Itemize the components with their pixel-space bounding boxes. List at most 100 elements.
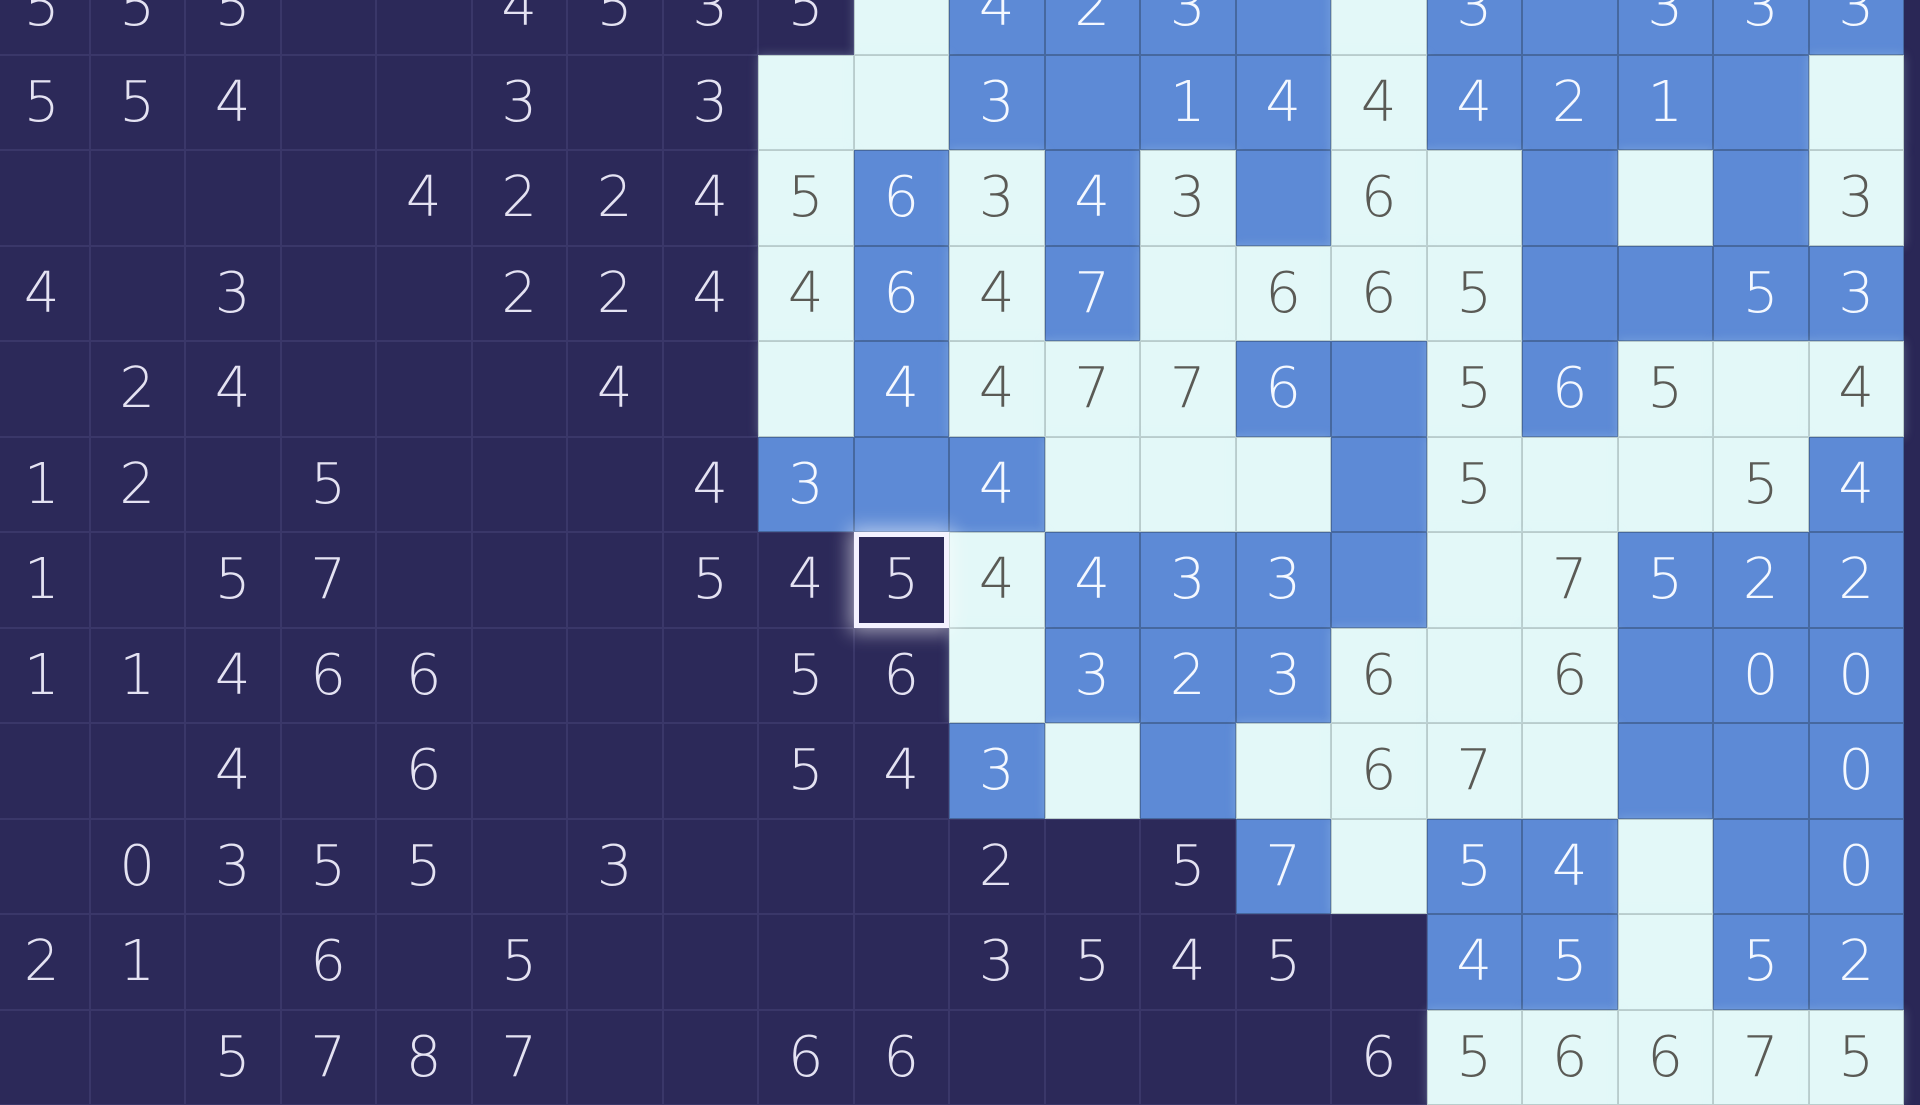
filled-cell[interactable]: [1618, 628, 1714, 724]
filled-cell[interactable]: 4: [949, 0, 1045, 55]
unrevealed-cell[interactable]: [0, 723, 90, 819]
unrevealed-cell[interactable]: [185, 437, 281, 533]
unrevealed-cell[interactable]: [854, 819, 950, 915]
filled-cell[interactable]: [1331, 437, 1427, 533]
unrevealed-cell[interactable]: [185, 914, 281, 1010]
unrevealed-cell[interactable]: [567, 1010, 663, 1105]
empty-cell[interactable]: 4: [1809, 341, 1905, 437]
empty-cell[interactable]: 4: [949, 532, 1045, 628]
empty-cell[interactable]: 4: [758, 246, 854, 342]
unrevealed-cell[interactable]: [90, 1010, 186, 1105]
filled-cell[interactable]: [1140, 723, 1236, 819]
filled-cell[interactable]: 3: [758, 437, 854, 533]
unrevealed-cell[interactable]: [376, 532, 472, 628]
filled-cell[interactable]: 3: [1713, 0, 1809, 55]
unrevealed-cell[interactable]: 5: [90, 55, 186, 151]
unrevealed-cell[interactable]: [0, 819, 90, 915]
filled-cell[interactable]: 4: [1045, 532, 1141, 628]
empty-cell[interactable]: 6: [1331, 246, 1427, 342]
unrevealed-cell[interactable]: [472, 532, 568, 628]
filled-cell[interactable]: [1618, 723, 1714, 819]
unrevealed-cell[interactable]: 4: [185, 723, 281, 819]
unrevealed-cell[interactable]: 4: [758, 532, 854, 628]
unrevealed-cell[interactable]: [376, 341, 472, 437]
unrevealed-cell[interactable]: [472, 437, 568, 533]
unrevealed-cell[interactable]: [281, 723, 377, 819]
filled-cell[interactable]: 5: [1427, 819, 1523, 915]
filled-cell[interactable]: [1713, 723, 1809, 819]
unrevealed-cell[interactable]: 5: [758, 723, 854, 819]
unrevealed-cell[interactable]: 5: [185, 0, 281, 55]
unrevealed-cell[interactable]: [1045, 1010, 1141, 1105]
unrevealed-cell[interactable]: 2: [567, 150, 663, 246]
unrevealed-cell[interactable]: 4: [185, 341, 281, 437]
unrevealed-cell[interactable]: 6: [281, 914, 377, 1010]
filled-cell[interactable]: 4: [1809, 437, 1905, 533]
empty-cell[interactable]: 7: [1045, 341, 1141, 437]
empty-cell[interactable]: 7: [1140, 341, 1236, 437]
unrevealed-cell[interactable]: 5: [663, 532, 759, 628]
unrevealed-cell[interactable]: 2: [472, 246, 568, 342]
unrevealed-cell[interactable]: 5: [90, 0, 186, 55]
unrevealed-cell[interactable]: [663, 914, 759, 1010]
empty-cell[interactable]: 7: [1427, 723, 1523, 819]
filled-cell[interactable]: [1045, 55, 1141, 151]
filled-cell[interactable]: [1713, 819, 1809, 915]
unrevealed-cell[interactable]: [90, 246, 186, 342]
unrevealed-cell[interactable]: 4: [663, 437, 759, 533]
empty-cell[interactable]: [1713, 341, 1809, 437]
empty-cell[interactable]: [1331, 0, 1427, 55]
unrevealed-cell[interactable]: 5: [758, 0, 854, 55]
unrevealed-cell[interactable]: [472, 341, 568, 437]
unrevealed-cell[interactable]: [0, 150, 90, 246]
unrevealed-cell[interactable]: [567, 723, 663, 819]
unrevealed-cell[interactable]: 1: [0, 628, 90, 724]
unrevealed-cell[interactable]: 5: [281, 819, 377, 915]
unrevealed-cell[interactable]: 5: [0, 0, 90, 55]
unrevealed-cell[interactable]: [472, 819, 568, 915]
unrevealed-cell[interactable]: [567, 914, 663, 1010]
filled-cell[interactable]: [1618, 246, 1714, 342]
unrevealed-cell[interactable]: 4: [567, 341, 663, 437]
empty-cell[interactable]: 7: [1522, 532, 1618, 628]
unrevealed-cell[interactable]: [663, 1010, 759, 1105]
filled-cell[interactable]: 3: [1618, 0, 1714, 55]
filled-cell[interactable]: [1713, 150, 1809, 246]
filled-cell[interactable]: 0: [1809, 723, 1905, 819]
unrevealed-cell[interactable]: 4: [185, 628, 281, 724]
empty-cell[interactable]: [854, 0, 950, 55]
unrevealed-cell[interactable]: 2: [949, 819, 1045, 915]
unrevealed-cell[interactable]: [854, 914, 950, 1010]
unrevealed-cell[interactable]: 6: [281, 628, 377, 724]
empty-cell[interactable]: [758, 341, 854, 437]
empty-cell[interactable]: [1427, 532, 1523, 628]
unrevealed-cell[interactable]: [567, 532, 663, 628]
filled-cell[interactable]: [1522, 150, 1618, 246]
empty-cell[interactable]: 5: [1427, 1010, 1523, 1105]
unrevealed-cell[interactable]: [376, 55, 472, 151]
filled-cell[interactable]: 3: [1236, 628, 1332, 724]
unrevealed-cell[interactable]: 4: [663, 246, 759, 342]
unrevealed-cell[interactable]: 3: [567, 819, 663, 915]
unrevealed-cell[interactable]: 2: [90, 341, 186, 437]
filled-cell[interactable]: 5: [1713, 914, 1809, 1010]
unrevealed-cell[interactable]: 4: [854, 723, 950, 819]
empty-cell[interactable]: 5: [1618, 341, 1714, 437]
unrevealed-cell[interactable]: 3: [949, 914, 1045, 1010]
unrevealed-cell[interactable]: [567, 628, 663, 724]
empty-cell[interactable]: 5: [1809, 1010, 1905, 1105]
unrevealed-cell[interactable]: [663, 341, 759, 437]
filled-cell[interactable]: 0: [1713, 628, 1809, 724]
unrevealed-cell[interactable]: 6: [1331, 1010, 1427, 1105]
unrevealed-cell[interactable]: [1236, 1010, 1332, 1105]
unrevealed-cell[interactable]: [185, 150, 281, 246]
unrevealed-cell[interactable]: [281, 150, 377, 246]
filled-cell[interactable]: 3: [1809, 246, 1905, 342]
empty-cell[interactable]: 5: [1427, 246, 1523, 342]
unrevealed-cell[interactable]: [376, 246, 472, 342]
unrevealed-cell[interactable]: [281, 246, 377, 342]
filled-cell[interactable]: 3: [1809, 0, 1905, 55]
empty-cell[interactable]: 6: [1522, 628, 1618, 724]
unrevealed-cell[interactable]: [0, 341, 90, 437]
unrevealed-cell[interactable]: 5: [758, 628, 854, 724]
